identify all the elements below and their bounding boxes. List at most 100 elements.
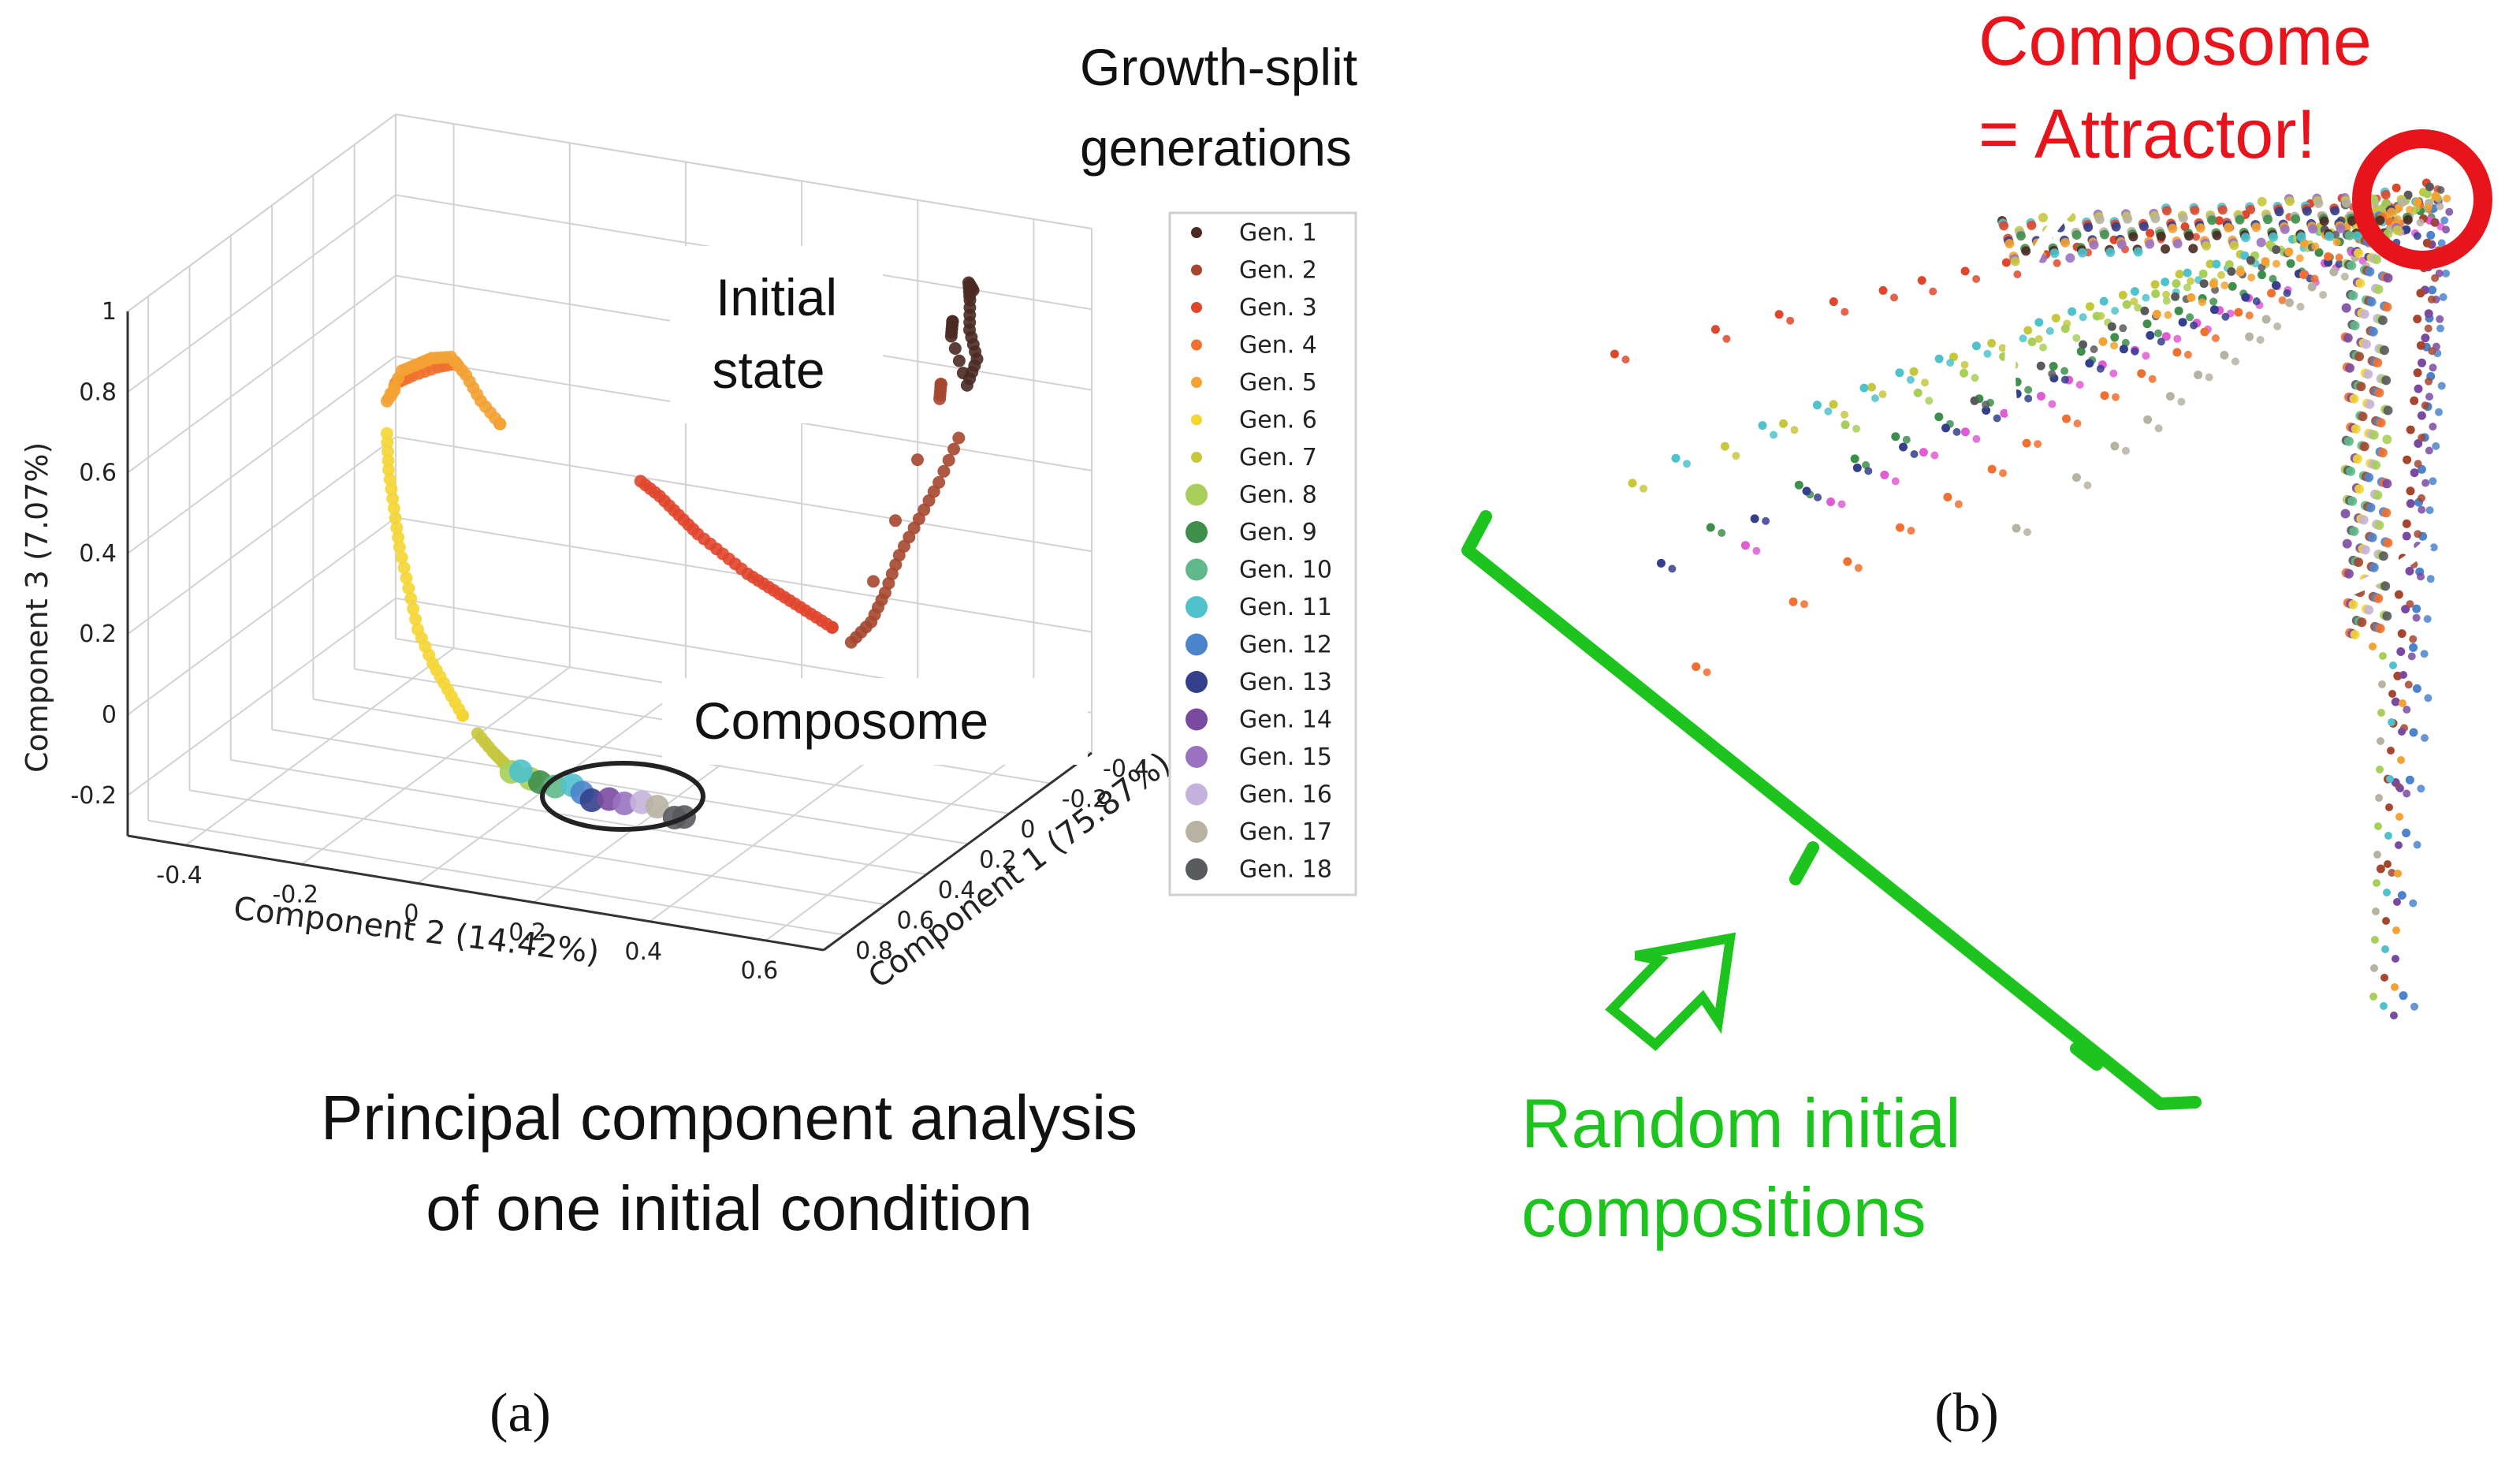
attractor-point bbox=[2381, 945, 2389, 953]
trajectory-point bbox=[1837, 500, 1846, 509]
attractor-point bbox=[2195, 223, 2205, 233]
trajectory-point bbox=[2258, 270, 2266, 280]
data-point-gen-6 bbox=[382, 445, 394, 458]
attractor-point bbox=[2251, 222, 2261, 233]
attractor-point bbox=[2359, 309, 2369, 319]
trajectory-point bbox=[2418, 358, 2426, 367]
grid-line bbox=[765, 743, 1035, 941]
trajectory-point bbox=[2154, 424, 2163, 433]
trajectory-point bbox=[2205, 259, 2215, 269]
trajectory-point bbox=[2090, 345, 2098, 353]
panel-a-caption-line1: Principal component analysis bbox=[321, 1083, 1137, 1153]
data-point-gen-6 bbox=[404, 592, 418, 606]
legend-marker bbox=[1191, 452, 1202, 463]
trajectory-point bbox=[1921, 378, 1929, 387]
trajectory-point bbox=[2405, 566, 2414, 576]
attractor-point bbox=[2010, 256, 2020, 266]
initial-state-label-line2: state bbox=[712, 341, 824, 399]
data-point-gen-6 bbox=[392, 531, 405, 544]
trajectory-point bbox=[2150, 280, 2160, 289]
attractor-point bbox=[2094, 214, 2105, 225]
grid-line bbox=[127, 274, 396, 474]
data-point-gen-6 bbox=[402, 582, 415, 595]
attractor-point bbox=[2344, 568, 2354, 579]
trajectory-point bbox=[1910, 450, 1919, 458]
trajectory-point bbox=[2299, 270, 2308, 279]
bracket-tick-1 bbox=[1789, 841, 1819, 885]
attractor-point bbox=[2391, 983, 2399, 991]
attractor-point bbox=[2202, 240, 2211, 251]
attractor-point bbox=[2341, 198, 2351, 208]
z-tick-label: 0.2 bbox=[79, 620, 117, 648]
trajectory-point bbox=[2416, 341, 2425, 350]
trajectory-point bbox=[2245, 311, 2254, 320]
legend-marker bbox=[1186, 633, 1208, 656]
grid-line bbox=[127, 356, 396, 554]
attractor-point bbox=[2356, 382, 2366, 392]
attractor-arc-cut-2 bbox=[2323, 539, 2432, 605]
trajectory-point bbox=[2424, 203, 2433, 212]
trajectory-point bbox=[2397, 629, 2406, 639]
trajectory-point bbox=[1895, 368, 1904, 378]
attractor-point bbox=[2071, 230, 2082, 240]
data-point-gen-2 bbox=[937, 464, 951, 478]
attractor-point bbox=[2397, 197, 2407, 207]
data-point-gen-6 bbox=[409, 613, 422, 626]
data-point-gen-6 bbox=[386, 492, 400, 505]
trajectory-point bbox=[2310, 274, 2319, 283]
trajectory-point bbox=[2445, 207, 2454, 216]
attractor-point bbox=[2375, 215, 2385, 225]
x-tick-label: 0.6 bbox=[741, 957, 779, 985]
trajectory-point bbox=[2267, 289, 2276, 298]
y-tick-label: 0.2 bbox=[979, 846, 1017, 874]
attractor-point bbox=[2378, 551, 2388, 561]
trajectory-point bbox=[2429, 543, 2438, 552]
trajectory-point bbox=[1683, 460, 1691, 468]
trajectory-point bbox=[2157, 337, 2165, 346]
z-axis-label: Component 3 (7.07%) bbox=[20, 442, 54, 773]
legend-label: Gen. 16 bbox=[1239, 781, 1332, 809]
legend-marker bbox=[1186, 821, 1208, 843]
trajectory-point bbox=[1946, 359, 1955, 367]
trajectory-point bbox=[1960, 266, 1970, 276]
grid-line bbox=[313, 698, 1010, 814]
random-initial-label-line2: compositions bbox=[1521, 1173, 1926, 1251]
trajectory-point bbox=[2429, 477, 2437, 486]
attractor-point bbox=[2346, 466, 2356, 476]
attractor-point bbox=[2373, 851, 2381, 859]
trajectory-point bbox=[2062, 414, 2071, 423]
trajectory-point bbox=[2187, 293, 2196, 302]
y-tick-label: 0 bbox=[1020, 816, 1035, 844]
legend-label: Gen. 15 bbox=[1239, 743, 1332, 771]
trajectory-point bbox=[2172, 348, 2182, 357]
trajectory-point bbox=[2443, 194, 2451, 203]
trajectory-point bbox=[2421, 401, 2429, 410]
trajectory-point bbox=[1758, 421, 1767, 430]
legend-label: Gen. 2 bbox=[1239, 257, 1317, 285]
trajectory-point bbox=[2412, 204, 2421, 213]
attractor-point bbox=[2392, 955, 2399, 963]
attractor-point bbox=[2340, 509, 2351, 519]
trajectory-point bbox=[2417, 411, 2426, 420]
data-point-gen-15 bbox=[612, 792, 637, 815]
trajectory-point bbox=[2000, 408, 2009, 418]
legend-title-line2: generations bbox=[1080, 118, 1352, 177]
trajectory-points bbox=[1610, 178, 2454, 1019]
data-point-gen-5 bbox=[493, 417, 507, 430]
attractor-point bbox=[2342, 538, 2352, 549]
attractor-point bbox=[1999, 221, 2009, 231]
trajectory-point bbox=[2283, 289, 2291, 297]
attractor-point bbox=[2382, 917, 2390, 925]
attractor-point bbox=[2348, 290, 2358, 300]
trajectory-point bbox=[1740, 541, 1750, 550]
attractor-point bbox=[2387, 747, 2395, 755]
trajectory-point bbox=[1917, 276, 1926, 285]
legend-marker bbox=[1186, 483, 1208, 506]
y-tick-label: 0.6 bbox=[896, 907, 934, 934]
attractor-point bbox=[2257, 196, 2267, 207]
attractor-point bbox=[2347, 215, 2358, 225]
trajectory-point bbox=[1610, 349, 1619, 359]
trajectory-point bbox=[2278, 296, 2287, 304]
data-point-gen-11 bbox=[508, 759, 533, 784]
trajectory-point bbox=[2212, 259, 2221, 269]
